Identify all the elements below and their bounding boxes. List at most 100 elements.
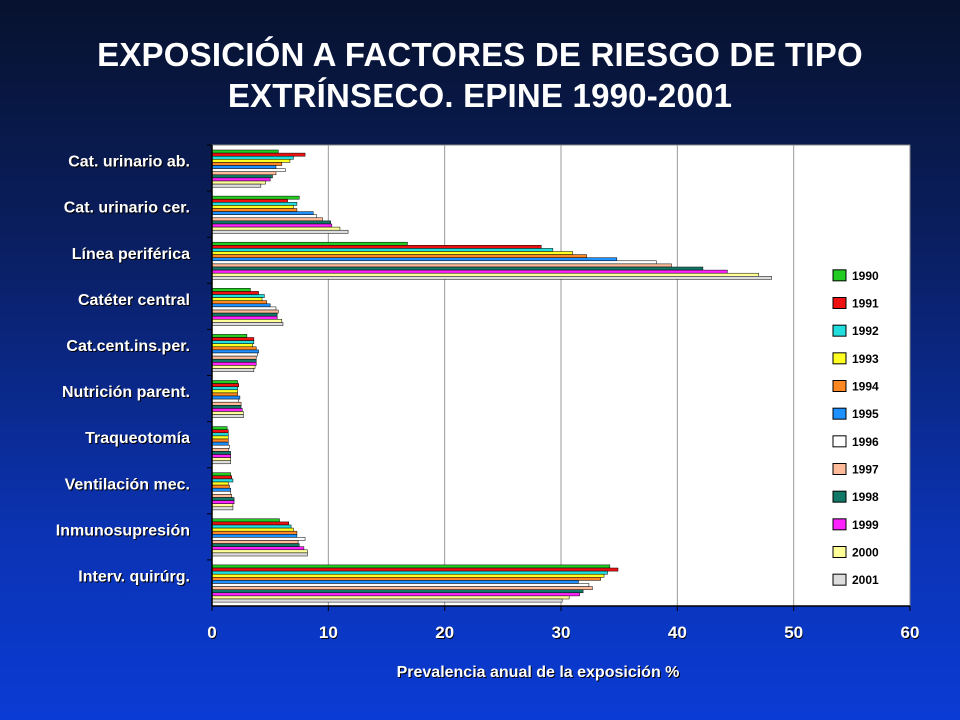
category-label: Cat.cent.ins.per. <box>66 338 190 355</box>
category-label-shadow: Cat. urinario cer. <box>65 201 191 218</box>
x-tick-label-shadow: 30 <box>553 626 571 643</box>
bar-1990 <box>211 426 228 430</box>
bar-1995 <box>211 534 298 538</box>
bar-2000 <box>211 319 283 323</box>
legend-label-2000: 2000 <box>852 546 879 560</box>
bar-1999 <box>211 592 580 597</box>
category-label-shadow: Ventilación mec. <box>66 477 191 494</box>
bar-1992 <box>211 524 292 529</box>
bar-1992 <box>211 340 255 344</box>
legend-label-1990: 1990 <box>852 269 879 283</box>
bar-2000 <box>211 180 266 185</box>
bar-1998 <box>211 451 231 455</box>
bar-1994 <box>211 484 230 489</box>
legend-label-1996: 1996 <box>852 435 879 449</box>
legend-swatch-1994 <box>832 380 847 392</box>
bar-1998 <box>211 405 242 409</box>
bar-1992 <box>211 202 298 206</box>
bar-1991 <box>211 383 240 387</box>
category-label-shadow: Interv. quirúrg. <box>79 570 191 587</box>
bar-2000 <box>211 595 570 600</box>
bar-1992 <box>211 155 294 160</box>
bar-1993 <box>211 573 605 578</box>
bar-1990 <box>211 241 408 246</box>
bar-1995 <box>211 441 229 446</box>
bar-1994 <box>211 254 587 258</box>
bar-1996 <box>211 583 590 587</box>
legend-label-1995: 1995 <box>852 407 879 421</box>
category-label: Traqueotomía <box>85 430 190 447</box>
bar-1994 <box>211 162 283 166</box>
x-tick-label-shadow: 10 <box>320 626 338 643</box>
bar-1992 <box>211 570 608 575</box>
legend-label-1993: 1993 <box>852 352 879 366</box>
bar-2001 <box>211 552 308 557</box>
bar-1995 <box>211 257 618 262</box>
bar-1990 <box>211 288 251 292</box>
bar-1997 <box>211 217 323 222</box>
bar-1997 <box>211 309 279 314</box>
bar-2000 <box>211 365 256 369</box>
bar-2000 <box>211 457 231 461</box>
bar-1995 <box>211 349 259 354</box>
bar-1993 <box>211 159 291 163</box>
bar-1991 <box>211 567 619 572</box>
bar-1990 <box>211 564 611 569</box>
bar-2000 <box>211 411 244 415</box>
bar-2000 <box>211 272 760 277</box>
bar-1999 <box>211 315 278 320</box>
bar-1994 <box>211 392 238 397</box>
bar-1998 <box>211 312 278 317</box>
bar-1999 <box>211 223 333 228</box>
bar-1995 <box>211 395 241 400</box>
bar-1997 <box>211 586 593 590</box>
legend-label-1991: 1991 <box>852 297 879 311</box>
bar-1999 <box>211 362 257 366</box>
bar-1997 <box>211 540 299 544</box>
bar-1993 <box>211 343 253 348</box>
bar-1998 <box>211 220 331 225</box>
bar-1998 <box>211 497 235 501</box>
bar-1991 <box>211 429 229 434</box>
bar-1991 <box>211 291 259 295</box>
bar-1996 <box>211 260 657 265</box>
legend-swatch-2001 <box>832 573 847 586</box>
x-tick-label: 20 <box>435 623 454 642</box>
bar-1997 <box>211 355 257 360</box>
bar-1994 <box>211 300 267 305</box>
bar-1992 <box>211 248 554 252</box>
bar-1995 <box>211 303 271 308</box>
bar-1994 <box>211 577 601 581</box>
bar-1998 <box>211 358 257 363</box>
bar-1996 <box>211 537 306 541</box>
legend-swatch-1992 <box>832 324 847 337</box>
x-axis-label: Prevalencia anual de la exposición % <box>396 664 680 681</box>
legend-swatch-1999 <box>832 518 847 531</box>
x-tick-label: 50 <box>784 623 803 642</box>
bar-2001 <box>211 276 772 280</box>
chart-title-line-1: EXPOSICIÓN A FACTORES DE RIESGO DE TIPO <box>97 36 863 73</box>
bar-1997 <box>211 263 672 268</box>
bar-1992 <box>211 386 238 391</box>
category-label-shadow: Traqueotomía <box>86 431 191 448</box>
bar-1999 <box>211 269 728 274</box>
bar-1999 <box>211 177 271 182</box>
legend-label-1994: 1994 <box>852 380 879 394</box>
bar-1996 <box>211 398 240 403</box>
category-label-shadow: Nutrición parent. <box>63 385 191 402</box>
legend-label-1998: 1998 <box>852 490 879 504</box>
bar-1998 <box>211 174 273 179</box>
legend <box>825 261 891 595</box>
bar-1993 <box>211 205 294 209</box>
bar-1993 <box>211 297 263 301</box>
bar-2001 <box>211 183 262 188</box>
bar-1996 <box>211 306 277 311</box>
bar-1997 <box>211 494 233 498</box>
bar-1994 <box>211 530 298 535</box>
legend-swatch-1991 <box>832 297 847 309</box>
legend-label-1997: 1997 <box>852 463 879 477</box>
legend-swatch-1993 <box>832 352 847 365</box>
chart-title: EXPOSICIÓN A FACTORES DE RIESGO DE TIPO … <box>0 34 960 116</box>
bar-1997 <box>211 171 277 176</box>
